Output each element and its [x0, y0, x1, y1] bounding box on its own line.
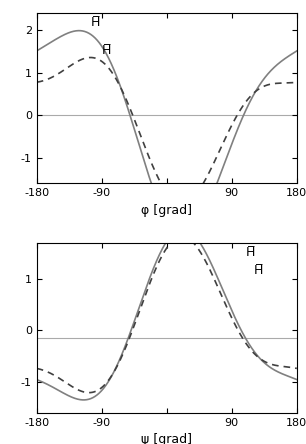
Text: H̅: H̅ [102, 44, 111, 57]
X-axis label: ψ [grad]: ψ [grad] [141, 433, 192, 444]
Text: H̅: H̅ [246, 246, 256, 259]
Text: H̅: H̅ [253, 264, 263, 277]
X-axis label: φ [grad]: φ [grad] [141, 204, 192, 217]
Text: H̅: H̅ [91, 16, 100, 29]
